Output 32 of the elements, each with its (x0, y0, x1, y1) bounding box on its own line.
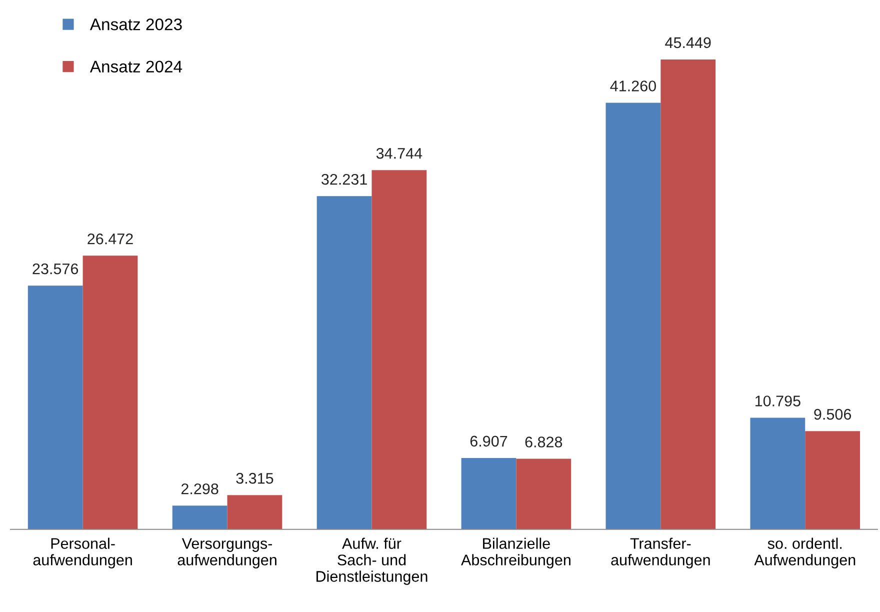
bar (227, 495, 282, 530)
bar (28, 286, 83, 530)
data-label: 2.298 (181, 483, 218, 494)
x-tick-label: Transfer- aufwendungen (611, 538, 710, 568)
bar (82, 256, 138, 530)
data-label: 10.795 (755, 396, 800, 406)
bar (372, 170, 427, 530)
x-tick-label: Personal- aufwendungen (33, 538, 132, 568)
data-label: 6.828 (525, 436, 562, 448)
bar (516, 458, 572, 530)
bar (172, 506, 228, 530)
data-label: 23.576 (32, 263, 78, 274)
x-tick-label: Bilanzielle Abschreibungen (461, 538, 570, 568)
bar (805, 431, 860, 530)
legend-label: Ansatz 2024 (90, 60, 182, 73)
data-label: 34.744 (376, 148, 422, 159)
x-tick-label: Aufw. für Sach- und Dienstleistungen (316, 538, 428, 585)
data-label: 9.506 (814, 408, 852, 420)
data-label: 6.907 (470, 436, 508, 447)
bar (750, 418, 806, 530)
data-label: 45.449 (665, 37, 711, 48)
data-label: 3.315 (236, 472, 274, 484)
x-tick-label: Versorgungs- aufwendungen (178, 538, 276, 568)
bar (461, 458, 516, 530)
data-label: 32.231 (322, 174, 367, 185)
legend-label: Ansatz 2023 (90, 18, 182, 30)
bar (316, 196, 372, 530)
bar (606, 102, 661, 530)
bar (660, 59, 716, 530)
data-label: 26.472 (88, 233, 133, 244)
x-tick-label: so. ordentl. Aufwendungen (754, 538, 856, 568)
data-label: 41.260 (610, 80, 656, 92)
